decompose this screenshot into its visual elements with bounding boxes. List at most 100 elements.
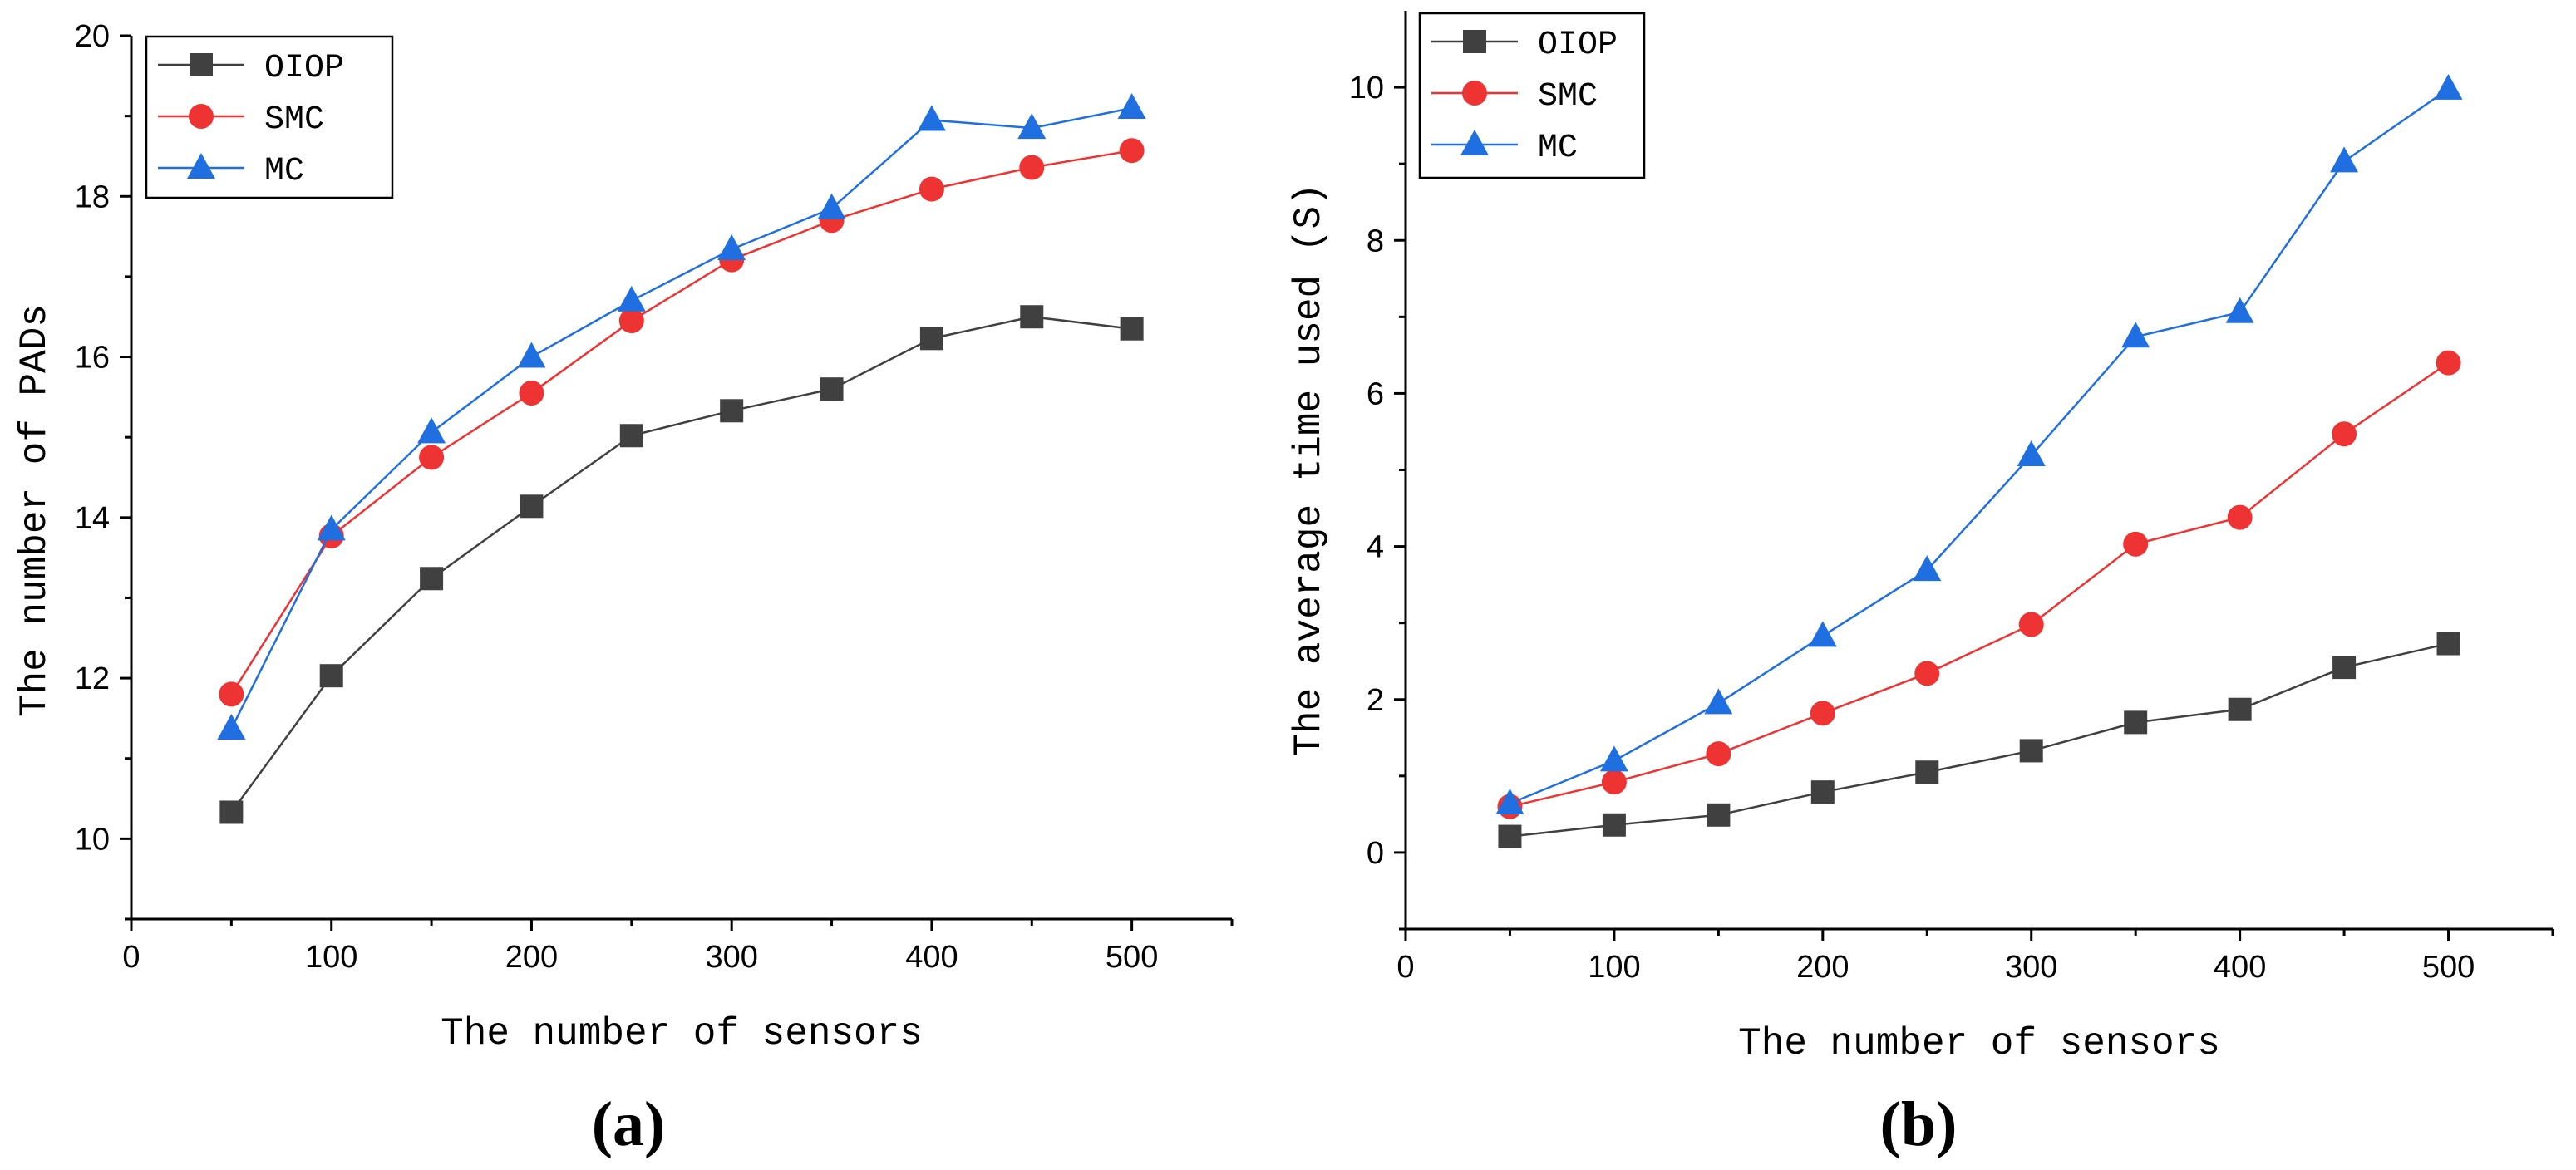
legend-label: MC <box>264 153 304 190</box>
data-point <box>2227 504 2253 530</box>
data-point <box>420 567 444 591</box>
panel-label: (a) <box>592 1089 666 1159</box>
data-point <box>1498 824 1522 848</box>
series-smc <box>1497 350 2461 819</box>
data-point <box>2124 710 2148 735</box>
data-point <box>1117 92 1146 119</box>
data-point <box>1602 813 1626 837</box>
data-point <box>1810 701 1835 726</box>
data-point <box>219 800 244 824</box>
data-point <box>1707 803 1731 827</box>
x-tick-label: 100 <box>305 940 357 975</box>
legend-label: SMC <box>1538 78 1598 116</box>
legend-label: MC <box>1538 130 1578 167</box>
series-line <box>1510 361 2450 808</box>
legend-marker <box>187 153 215 179</box>
series-line <box>1510 642 2449 838</box>
data-point <box>2436 350 2461 376</box>
x-tick-label: 300 <box>705 940 757 975</box>
y-tick-label: 0 <box>1367 836 1384 871</box>
data-point <box>2018 612 2044 637</box>
data-point <box>1601 769 1627 795</box>
data-point <box>1019 155 1045 180</box>
data-point <box>720 399 744 423</box>
data-point <box>1915 760 1939 784</box>
series-mc <box>1495 73 2463 814</box>
data-point <box>717 234 746 261</box>
data-point <box>917 105 946 131</box>
data-point <box>419 445 445 470</box>
series-line <box>230 315 1132 814</box>
series-line <box>230 106 1132 730</box>
data-point <box>517 342 546 368</box>
data-point <box>2019 739 2043 763</box>
x-tick-label: 200 <box>505 940 558 975</box>
data-point <box>2332 421 2357 447</box>
x-tick-label: 0 <box>1396 950 1414 985</box>
series-line <box>230 149 1132 696</box>
legend-label: OIOP <box>1538 27 1618 64</box>
y-axis-title: The number of PADs <box>13 304 57 717</box>
data-point <box>618 308 644 334</box>
series-line <box>1509 87 2450 805</box>
data-point <box>520 494 544 519</box>
y-tick-label: 20 <box>75 19 110 54</box>
panel-label: (b) <box>1880 1089 1958 1159</box>
legend-label: SMC <box>264 101 324 139</box>
x-tick-label: 300 <box>2005 950 2057 985</box>
x-tick-label: 0 <box>122 940 140 975</box>
y-tick-label: 12 <box>75 661 110 696</box>
y-tick-label: 10 <box>75 822 110 857</box>
data-point <box>2121 322 2150 348</box>
data-point <box>1704 688 1733 715</box>
y-tick-label: 16 <box>75 341 110 376</box>
data-point <box>317 514 346 541</box>
data-point <box>1914 661 1940 686</box>
y-tick-label: 14 <box>75 501 110 536</box>
data-point <box>2225 297 2254 323</box>
y-tick-label: 18 <box>75 179 110 214</box>
data-point <box>219 681 244 707</box>
data-point <box>2228 697 2252 721</box>
x-tick-label: 200 <box>1796 950 1849 985</box>
data-point <box>820 377 844 401</box>
data-point <box>217 713 246 740</box>
data-point <box>2332 656 2357 680</box>
data-point <box>919 176 944 202</box>
data-point <box>519 381 544 406</box>
data-point <box>1810 780 1835 804</box>
data-point <box>2017 440 2046 467</box>
legend-marker <box>1462 81 1487 106</box>
legend-marker <box>190 53 213 76</box>
x-tick-label: 500 <box>2422 950 2475 985</box>
y-tick-label: 4 <box>1367 530 1384 565</box>
x-axis-title: The number of sensors <box>1738 1022 2220 1065</box>
data-point <box>2436 632 2460 656</box>
x-tick-label: 400 <box>905 940 958 975</box>
data-point <box>619 424 643 448</box>
data-point <box>2330 146 2359 173</box>
legend-marker <box>189 104 214 129</box>
data-point <box>2434 73 2463 100</box>
y-axis-title: The average time used (S) <box>1288 183 1331 756</box>
series-oiop <box>219 305 1144 824</box>
data-point <box>817 193 846 219</box>
legend-marker <box>1460 130 1489 155</box>
data-point <box>417 417 446 444</box>
x-tick-label: 400 <box>2214 950 2266 985</box>
data-point <box>1706 741 1731 767</box>
data-point <box>1017 113 1047 140</box>
legend-label: OIOP <box>264 50 344 87</box>
data-point <box>2123 531 2149 557</box>
legend-marker <box>1463 30 1486 53</box>
chart-a: 0 100 200 300 400 500 10 12 14 16 18 20 The number o… <box>13 19 1234 1159</box>
data-point <box>617 285 646 312</box>
series-oiop <box>1498 632 2460 848</box>
data-point <box>919 327 943 351</box>
data-point <box>1495 788 1524 814</box>
legend: OIOP SMC MC <box>145 35 394 199</box>
x-tick-label: 100 <box>1588 950 1640 985</box>
y-tick-label: 6 <box>1367 376 1384 411</box>
data-point <box>319 664 343 688</box>
